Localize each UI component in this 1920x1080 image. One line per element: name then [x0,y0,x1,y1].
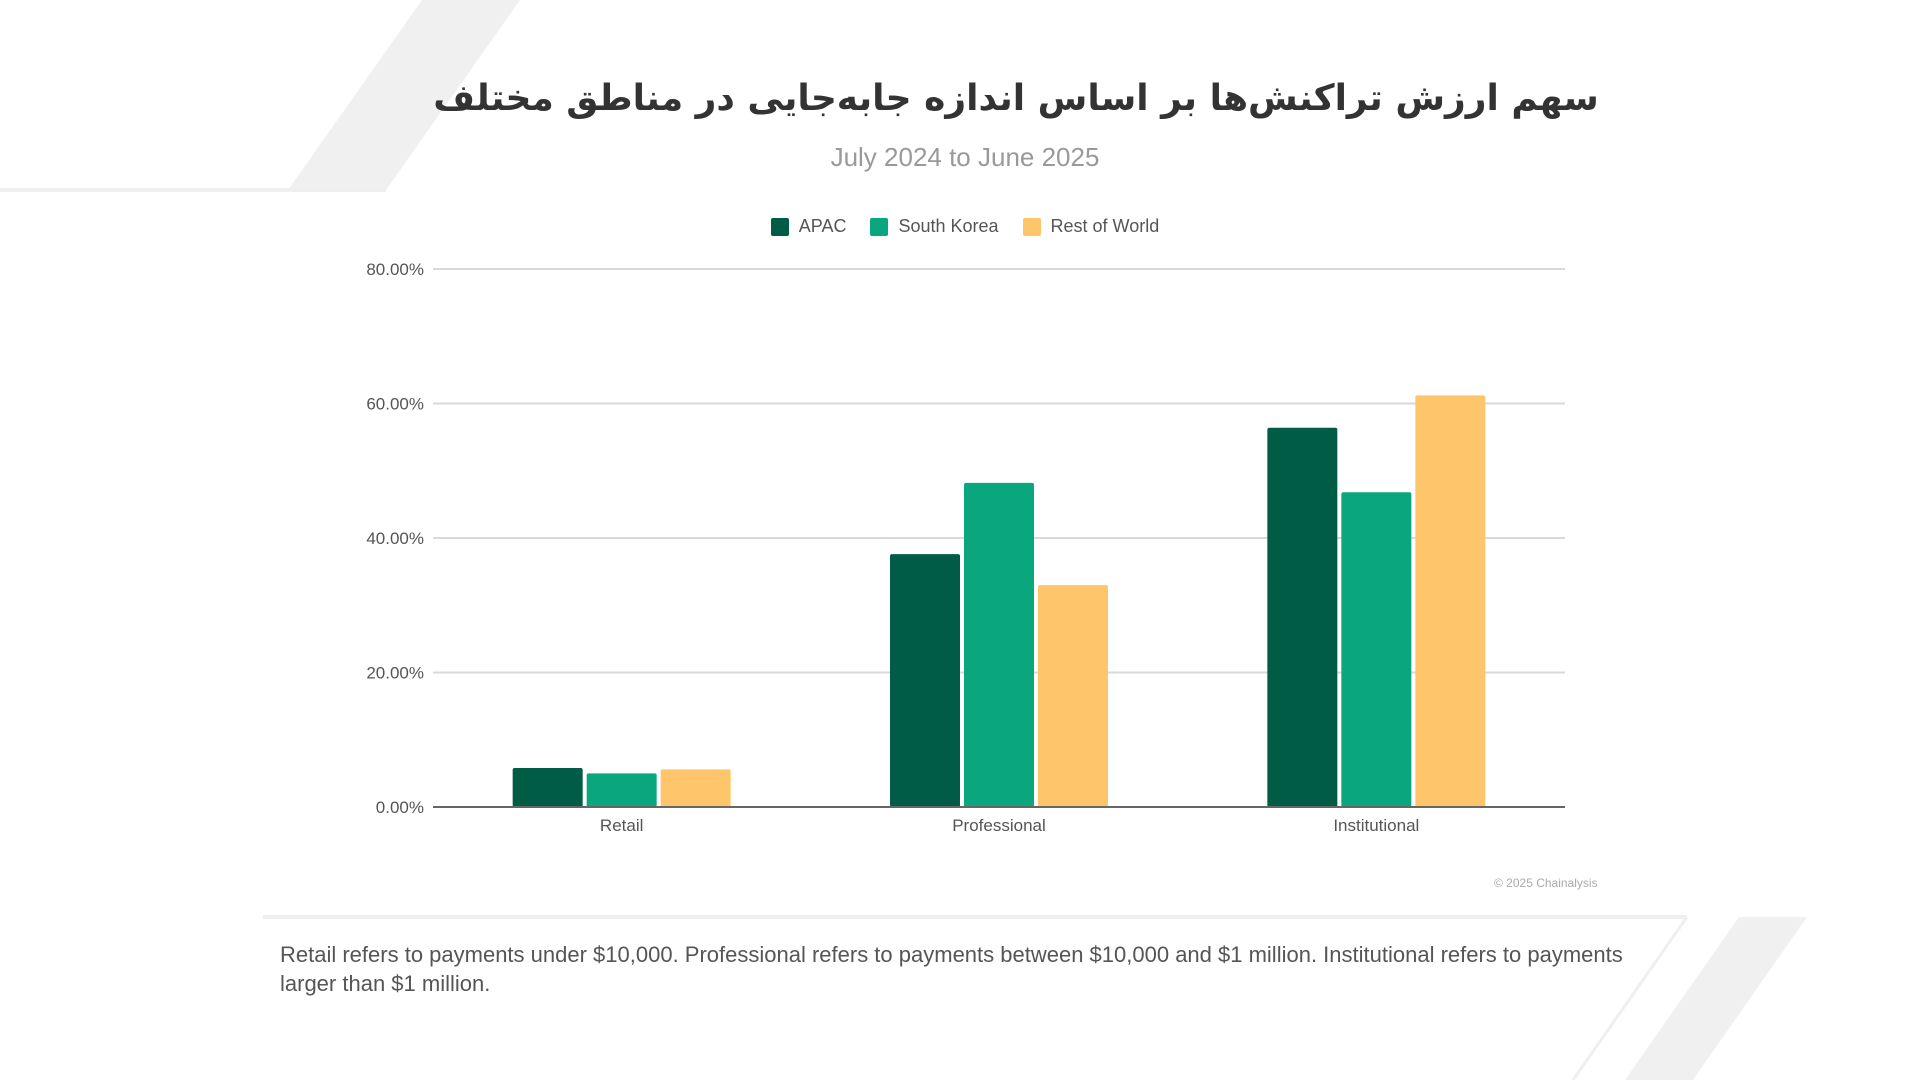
y-tick-label: 60.00% [366,395,424,414]
legend-label: APAC [798,216,847,236]
bar-south-korea [1341,492,1412,807]
legend-swatch [770,217,789,236]
bar-apac [1267,427,1338,807]
bar-rest-of-world [1415,395,1486,807]
y-tick-label: 80.00% [366,260,424,279]
bar-apac [512,767,583,807]
legend-item-rest-of-world: Rest of World [1022,216,1160,237]
legend-label: Rest of World [1050,216,1160,236]
x-tick-label: Institutional [1333,816,1419,835]
bar-south-korea [586,773,657,807]
bar-south-korea [964,482,1034,807]
y-tick-label: 40.00% [366,529,424,548]
legend-item-south-korea: South Korea [870,216,999,237]
legend-label: South Korea [898,216,999,236]
bar-rest-of-world [660,769,731,807]
bar-apac [890,554,960,807]
x-tick-label: Professional [952,816,1046,835]
legend-swatch [1022,217,1041,236]
chart-subtitle: July 2024 to June 2025 [830,142,1100,172]
x-tick-label: Retail [600,816,643,835]
bar-rest-of-world [1038,585,1108,807]
y-tick-label: 0.00% [376,798,424,817]
y-tick-label: 20.00% [366,664,424,683]
footnote: Retail refers to payments under $10,000.… [280,942,1623,996]
chart-title: سهم ارزش تراکنش‌ها بر اساس اندازه جابه‌ج… [433,78,1599,119]
legend-item-apac: APAC [770,216,847,237]
legend-swatch [870,217,889,236]
copyright: © 2025 Chainalysis [1494,876,1598,890]
legend: APAC South Korea Rest of World [0,216,1920,237]
